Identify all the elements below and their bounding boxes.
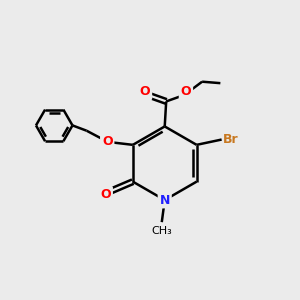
Text: O: O xyxy=(102,135,112,148)
Text: N: N xyxy=(160,194,170,207)
Text: Br: Br xyxy=(223,133,239,146)
Text: O: O xyxy=(140,85,150,98)
Text: O: O xyxy=(181,85,191,98)
Text: CH₃: CH₃ xyxy=(152,226,172,236)
Text: O: O xyxy=(100,188,111,201)
